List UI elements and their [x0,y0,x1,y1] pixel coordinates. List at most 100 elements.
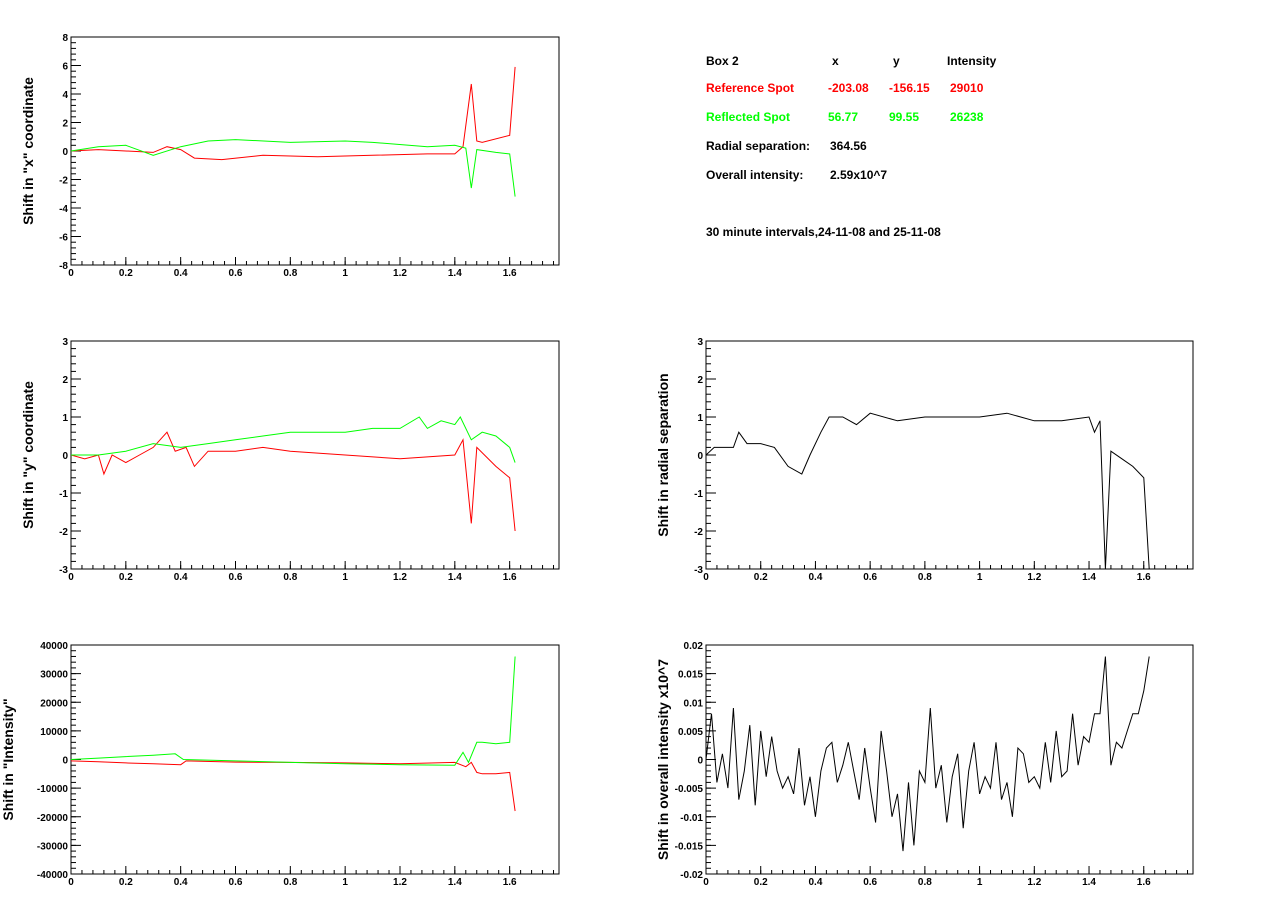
plot-frame [705,644,1194,875]
x-tick-label: 0.4 [808,877,822,888]
y-axis-title: Shift in "x" coordinate [20,77,36,225]
y-tick-label: 0 [697,451,703,462]
x-tick-label: 1.4 [1082,572,1096,583]
y-tick-label: 30000 [40,670,68,681]
x-tick-label: 0.2 [119,877,133,888]
series-line-2 [71,139,516,197]
x-tick-label: 1 [342,877,348,888]
y-tick-label: -40000 [37,870,69,881]
y-tick-label: -3 [59,565,68,576]
x-tick-label: 1.4 [448,268,462,279]
x-tick-label: 0.2 [754,877,768,888]
x-tick-label: 1.2 [393,268,407,279]
y-axis-title: Shift in "y" coordinate [20,381,36,529]
reflected-spot-y: 99.55 [889,110,920,124]
plot-frame [705,340,1194,570]
x-tick-label: 1.6 [503,268,517,279]
reflected-spot-x: 56.77 [828,110,859,124]
y-tick-label: -6 [59,233,68,244]
y-tick-label: 8 [62,33,68,44]
chart-x-shift: 0 0.2 0.4 0.6 0.8 1 1.2 1.4 1.6 -8 -6 -4 -2 0 2 4 6 8 Shif… [20,33,560,279]
y-tick-label: -8 [59,261,68,272]
x-tick-label: 1.2 [1027,877,1041,888]
y-tick-label: 0 [62,756,68,767]
x-tick-label: 0.6 [229,877,243,888]
y-tick-label: -30000 [37,841,69,852]
x-tick-label: 1.2 [393,877,407,888]
series-line-2 [71,416,516,463]
intervals-note: 30 minute intervals,24-11-08 and 25-11-0… [706,225,941,239]
y-tick-label: -2 [59,527,68,538]
y-tick-label: -1 [59,489,68,500]
x-tick-label: 1 [977,877,983,888]
y-tick-label: 10000 [40,727,68,738]
x-tick-label: 0.6 [863,877,877,888]
y-tick-label: 0.01 [684,698,704,709]
y-tick-label: -0.015 [675,841,704,852]
y-tick-label: 40000 [40,641,68,652]
y-tick-label: 0.015 [678,670,703,681]
radial-separation-label: Radial separation: [706,139,811,153]
y-tick-label: -0.01 [680,813,703,824]
column-header-x: x [832,54,839,68]
x-tick-label: 0.4 [808,572,822,583]
y-tick-label: 3 [62,337,68,348]
series-line-1 [706,412,1150,569]
y-tick-label: 4 [62,90,68,101]
x-tick-label: 1 [342,572,348,583]
x-tick-label: 0.8 [918,572,932,583]
x-tick-label: 0.8 [283,268,297,279]
x-tick-label: 0 [703,572,709,583]
column-header-intensity: Intensity [947,54,997,68]
reflected-spot-intensity: 26238 [950,110,984,124]
x-tick-label: 0.6 [229,268,243,279]
y-tick-label: -2 [694,527,703,538]
y-tick-label: 3 [697,337,703,348]
chart-y-shift: 0 0.2 0.4 0.6 0.8 1 1.2 1.4 1.6 -3 -2 -1 0 1 2 3 Shift i… [20,337,560,583]
reference-spot-x: -203.08 [828,81,869,95]
x-tick-label: 0.2 [119,572,133,583]
y-tick-label: -2 [59,176,68,187]
reference-spot-label: Reference Spot [706,81,795,95]
x-tick-label: 1.2 [393,572,407,583]
x-tick-label: 1.6 [1137,572,1151,583]
x-tick-label: 0.8 [283,572,297,583]
y-tick-label: 6 [62,62,68,73]
x-tick-label: 1.2 [1027,572,1041,583]
y-tick-label: 0 [62,147,68,158]
reference-spot-y: -156.15 [889,81,930,95]
y-tick-label: 0.005 [678,727,703,738]
x-tick-label: 1.6 [1137,877,1151,888]
x-tick-label: 0.4 [174,268,188,279]
x-tick-label: 1.6 [503,877,517,888]
plot-frame [70,644,560,875]
y-axis-title: Shift in "Intensity" [0,698,16,820]
y-tick-label: -3 [694,565,703,576]
chart-intensity-shift: 0 0.2 0.4 0.6 0.8 1 1.2 1.4 1.6 -40000 -30000 -2000… [0,641,560,888]
series-line-2 [71,656,516,766]
overall-intensity-value: 2.59x10^7 [830,168,888,182]
y-tick-label: 0 [697,756,703,767]
x-tick-label: 1.4 [448,877,462,888]
y-tick-label: 20000 [40,698,68,709]
x-tick-label: 0.2 [754,572,768,583]
y-tick-label: 0 [62,451,68,462]
y-tick-label: 1 [697,413,703,424]
x-tick-label: 1.4 [448,572,462,583]
reflected-spot-label: Reflected Spot [706,110,791,124]
radial-separation-value: 364.56 [830,139,867,153]
y-tick-label: 1 [62,413,68,424]
y-tick-label: 2 [697,375,703,386]
series-line-1 [706,656,1150,852]
y-tick-label: 2 [62,375,68,386]
y-axis-title: Shift in radial separation [655,373,671,536]
x-tick-label: 0 [68,268,74,279]
x-tick-label: 0.8 [918,877,932,888]
x-tick-label: 0 [68,877,74,888]
x-tick-label: 1.4 [1082,877,1096,888]
x-tick-label: 0 [703,877,709,888]
y-tick-label: 2 [62,119,68,130]
x-tick-label: 0.4 [174,877,188,888]
column-header-y: y [893,54,900,68]
